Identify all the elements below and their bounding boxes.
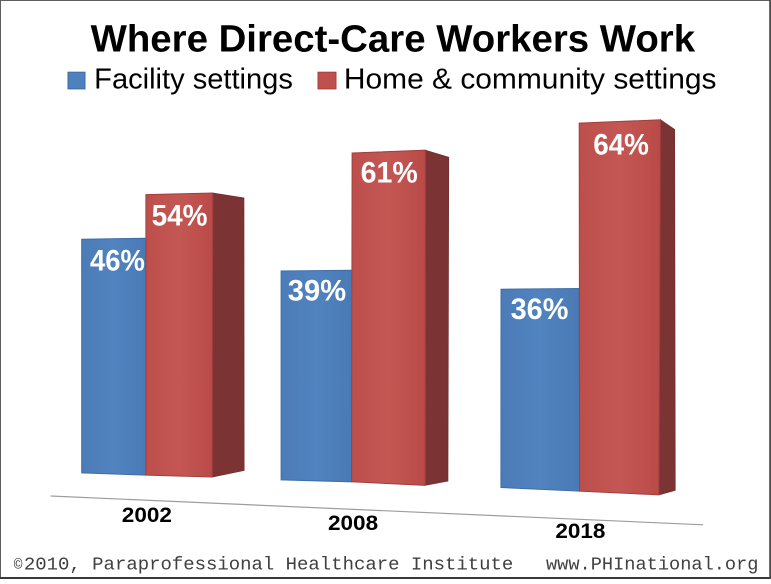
svg-text:Home & community settings: Home & community settings	[344, 64, 717, 96]
svg-text:Facility settings: Facility settings	[94, 64, 293, 96]
svg-text:39%: 39%	[288, 275, 346, 308]
svg-text:61%: 61%	[361, 157, 418, 190]
svg-text:2002: 2002	[122, 504, 172, 527]
svg-text:2008: 2008	[328, 512, 378, 535]
svg-text:www.PHInational.org: www.PHInational.org	[546, 554, 759, 576]
svg-text:64%: 64%	[593, 129, 649, 162]
svg-text:©: ©	[14, 558, 23, 574]
svg-text:2018: 2018	[555, 520, 605, 543]
svg-text:46%: 46%	[90, 245, 145, 278]
svg-text:Where Direct-Care Workers Work: Where Direct-Care Workers Work	[91, 18, 696, 61]
svg-text:2010, Paraprofessional Healthc: 2010, Paraprofessional Healthcare Instit…	[24, 554, 513, 576]
svg-text:54%: 54%	[152, 199, 208, 232]
svg-text:36%: 36%	[511, 293, 569, 326]
